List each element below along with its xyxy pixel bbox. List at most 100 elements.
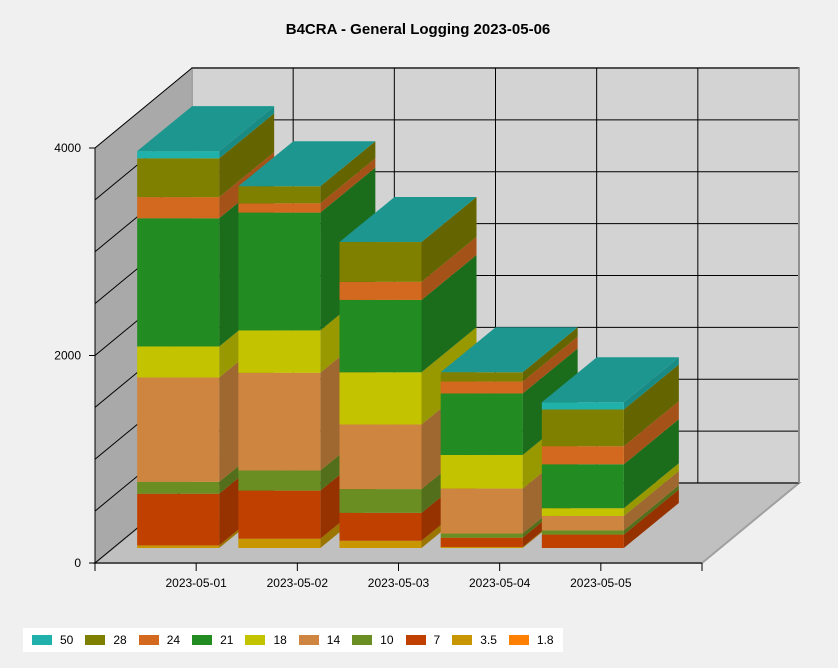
bar-segment — [238, 141, 376, 204]
bar-segment-front — [339, 281, 422, 300]
bar-segment-side — [421, 236, 477, 300]
bar-segment-front — [541, 534, 624, 548]
bars — [137, 106, 679, 548]
bar-segment — [137, 106, 275, 159]
legend-label: 10 — [380, 633, 394, 647]
bar-segment-front — [238, 330, 321, 373]
legend-swatch — [405, 635, 426, 645]
bar-segment-front — [238, 186, 321, 204]
bar-segment-front — [137, 493, 220, 546]
legend-swatch — [32, 635, 52, 645]
legend-item: 10 — [352, 633, 394, 647]
bar-segment-front — [440, 381, 523, 394]
bar-segment — [339, 197, 477, 282]
bar-segment-front — [440, 454, 523, 489]
gridline-left — [94, 67, 193, 149]
bar-top-face — [137, 106, 275, 152]
legend: 50 28 24 21 18 14 10 7 3.5 1.8 — [23, 628, 563, 652]
legend-label: 18 — [273, 633, 287, 647]
legend-swatch — [298, 635, 319, 645]
bar-segment-side — [623, 489, 679, 548]
legend-label: 50 — [60, 633, 74, 647]
bar-segment-front — [339, 372, 422, 425]
bar-segment-front — [238, 490, 321, 539]
bar-segment-front — [137, 158, 220, 198]
legend-label: 1.8 — [536, 633, 554, 647]
bar-segment-side — [623, 463, 679, 516]
axes: 0 2000 4000 2023-05-01 2023-05-02 2023-05-03 2… — [54, 141, 703, 590]
legend-item: 7 — [405, 633, 441, 647]
bar-segment — [541, 485, 679, 535]
bar-segment-front — [339, 242, 422, 282]
bar-segment — [440, 336, 578, 394]
bar-segment — [541, 463, 679, 516]
bar-top-face — [339, 197, 477, 243]
bar-segment — [541, 401, 679, 465]
bar-segment-side — [623, 470, 679, 531]
bar-segment-front — [440, 372, 523, 382]
bar-segment — [440, 327, 578, 382]
bar-segment-front — [339, 299, 422, 373]
legend-item: 28 — [85, 633, 127, 647]
legend-item: 1.8 — [508, 633, 554, 647]
bar-segment-front — [137, 218, 220, 347]
bar-top-face — [238, 141, 376, 187]
bar-segment-front — [238, 372, 321, 471]
bar-segment-front — [541, 530, 624, 535]
bar-segment-front — [541, 409, 624, 447]
bar-segment-side — [623, 357, 679, 410]
bar-segment-side — [522, 336, 578, 394]
legend-swatch — [138, 635, 159, 645]
legend-label: 14 — [326, 633, 341, 647]
bar-segment-front — [440, 533, 523, 538]
chart-title: B4CRA - General Logging 2023-05-06 — [286, 21, 551, 38]
bar-segment-front — [339, 489, 422, 513]
bar-segment-front — [339, 540, 422, 548]
bar-segment-front — [137, 377, 220, 482]
bar-segment-front — [541, 464, 624, 509]
bar-segment-side — [219, 106, 275, 159]
bar-segment-front — [137, 197, 220, 219]
legend-label: 7 — [433, 633, 441, 647]
bar-segment-front — [339, 512, 422, 541]
bar-segment — [541, 489, 679, 548]
bar-segment-front — [238, 470, 321, 491]
legend-item: 3.5 — [452, 633, 497, 647]
bar-segment-front — [238, 538, 321, 548]
bar-segment — [541, 470, 679, 531]
legend-label: 28 — [113, 633, 127, 647]
legend-swatch — [352, 635, 373, 645]
x-tick-label: 2023-05-04 — [469, 576, 531, 590]
legend-swatch — [452, 635, 473, 645]
legend-item: 14 — [298, 633, 341, 647]
bar-segment-front — [541, 515, 624, 531]
x-tick-label: 2023-05-03 — [368, 576, 430, 590]
legend-swatch — [192, 635, 213, 645]
bar-segment-side — [320, 141, 376, 204]
bar-segment — [137, 113, 275, 198]
bar-segment — [339, 254, 477, 373]
bar-segment-front — [541, 446, 624, 465]
y-tick-label: 2000 — [54, 349, 81, 363]
legend-label: 21 — [220, 633, 234, 647]
bar-segment — [541, 364, 679, 447]
legend-swatch — [508, 635, 529, 645]
bar-segment-side — [522, 327, 578, 382]
legend-label: 24 — [166, 633, 181, 647]
bar-segment-side — [421, 197, 477, 282]
bar-segment-side — [623, 364, 679, 447]
bar-segment-front — [137, 151, 220, 159]
bar-segment-front — [238, 203, 321, 213]
bar-segment-front — [440, 546, 523, 548]
bar-segment-front — [541, 508, 624, 516]
legend-item: 50 — [32, 633, 73, 647]
bar-segment-front — [238, 212, 321, 331]
legend-label: 3.5 — [480, 633, 497, 647]
bar-segment — [238, 158, 376, 213]
bar-segment-side — [623, 419, 679, 509]
y-tick-label: 4000 — [54, 141, 81, 155]
legend-swatch — [85, 635, 106, 645]
bar-segment-front — [440, 393, 523, 455]
